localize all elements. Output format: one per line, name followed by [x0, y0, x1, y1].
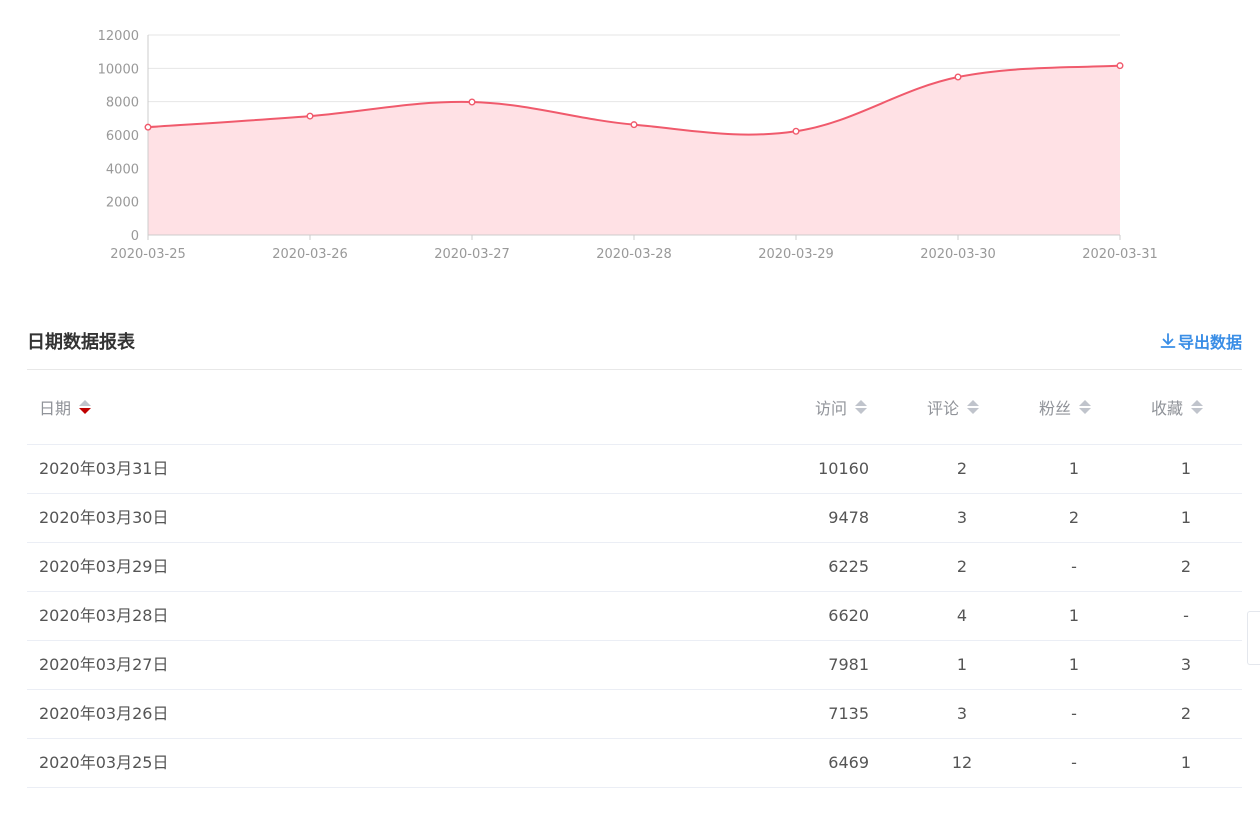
column-header-fans[interactable]: 粉丝 — [1039, 370, 1092, 444]
x-tick-label: 2020-03-31 — [1082, 247, 1158, 262]
cell-date: 2020年03月31日 — [39, 459, 169, 478]
cell-date: 2020年03月26日 — [39, 704, 169, 723]
series-area — [148, 65, 1120, 236]
column-header-comments[interactable]: 评论 — [927, 370, 980, 444]
column-header-visits-label: 访问 — [815, 399, 848, 418]
data-point — [792, 127, 800, 135]
cell-fans: 1 — [1068, 459, 1080, 478]
data-point — [1116, 62, 1124, 70]
cell-favorites: 1 — [1180, 459, 1192, 478]
export-data-label: 导出数据 — [1177, 333, 1242, 352]
cell-visits: 6469 — [828, 753, 869, 772]
sort-caret-icon[interactable] — [855, 400, 868, 414]
y-tick-label: 2000 — [106, 196, 139, 211]
x-tick-label: 2020-03-25 — [110, 247, 186, 262]
column-header-date-label: 日期 — [39, 399, 72, 418]
cell-comments: 12 — [951, 753, 973, 772]
column-header-date[interactable]: 日期 — [39, 370, 92, 444]
table-row: 2020年03月30日 9478 3 2 1 — [27, 494, 1242, 543]
x-tick-label: 2020-03-28 — [596, 247, 672, 262]
table-row: 2020年03月28日 6620 4 1 - — [27, 592, 1242, 641]
date-report-table: 日期 访问 评论 粉丝 收藏 2020年03月31日 10160 — [27, 370, 1242, 788]
cell-visits: 7135 — [828, 704, 869, 723]
cell-comments: 1 — [956, 655, 968, 674]
x-tick-label: 2020-03-26 — [272, 247, 348, 262]
x-tick-label: 2020-03-27 — [434, 247, 510, 262]
cell-fans: 1 — [1068, 655, 1080, 674]
visits-chart: 0 2000 4000 6000 8000 10000 12000 2020-03-25 202… — [0, 0, 1260, 280]
cell-date: 2020年03月30日 — [39, 508, 169, 527]
cell-visits: 6225 — [828, 557, 869, 576]
cell-favorites: 2 — [1180, 557, 1192, 576]
sort-caret-icon[interactable] — [79, 400, 92, 414]
cell-comments: 2 — [956, 459, 968, 478]
cell-date: 2020年03月29日 — [39, 557, 169, 576]
data-point — [630, 121, 638, 129]
sort-caret-icon[interactable] — [1079, 400, 1092, 414]
cell-fans: - — [1071, 557, 1077, 576]
column-header-fans-label: 粉丝 — [1039, 399, 1072, 418]
cell-visits: 7981 — [828, 655, 869, 674]
x-tick-label: 2020-03-29 — [758, 247, 834, 262]
cell-fans: 1 — [1068, 606, 1080, 625]
cell-comments: 2 — [956, 557, 968, 576]
table-row: 2020年03月25日 6469 12 - 1 — [27, 739, 1242, 788]
column-header-comments-label: 评论 — [927, 399, 960, 418]
cell-favorites: 3 — [1180, 655, 1192, 674]
y-tick-label: 12000 — [98, 29, 139, 44]
cell-fans: - — [1071, 704, 1077, 723]
export-data-button[interactable]: 导出数据 — [1160, 329, 1242, 353]
cell-fans: - — [1071, 753, 1077, 772]
data-point — [468, 98, 476, 106]
column-header-favorites[interactable]: 收藏 — [1151, 370, 1204, 444]
table-row: 2020年03月26日 7135 3 - 2 — [27, 690, 1242, 739]
data-point — [306, 112, 314, 120]
cell-date: 2020年03月25日 — [39, 753, 169, 772]
cell-visits: 6620 — [828, 606, 869, 625]
y-tick-label: 10000 — [98, 62, 139, 77]
table-row: 2020年03月27日 7981 1 1 3 — [27, 641, 1242, 690]
side-drawer-tab[interactable] — [1247, 611, 1260, 665]
data-point — [954, 73, 962, 81]
table-row: 2020年03月31日 10160 2 1 1 — [27, 445, 1242, 494]
data-point — [144, 123, 152, 131]
table-row: 2020年03月29日 6225 2 - 2 — [27, 543, 1242, 592]
cell-fans: 2 — [1068, 508, 1080, 527]
cell-favorites: - — [1183, 606, 1189, 625]
y-tick-label: 8000 — [106, 96, 139, 111]
download-icon — [1160, 333, 1176, 348]
column-header-favorites-label: 收藏 — [1151, 399, 1184, 418]
report-header: 日期数据报表 导出数据 — [27, 323, 1242, 370]
y-tick-label: 6000 — [106, 129, 139, 144]
report-title: 日期数据报表 — [27, 332, 135, 353]
table-header: 日期 访问 评论 粉丝 收藏 — [27, 370, 1242, 445]
column-header-visits[interactable]: 访问 — [815, 370, 868, 444]
sort-caret-icon[interactable] — [967, 400, 980, 414]
cell-favorites: 2 — [1180, 704, 1192, 723]
y-tick-label: 4000 — [106, 162, 139, 177]
chart-svg: 0 2000 4000 6000 8000 10000 12000 2020-03-25 202… — [98, 29, 1158, 262]
cell-comments: 3 — [956, 704, 968, 723]
y-tick-label: 0 — [131, 229, 139, 244]
cell-visits: 10160 — [818, 459, 869, 478]
cell-date: 2020年03月28日 — [39, 606, 169, 625]
cell-comments: 4 — [956, 606, 968, 625]
cell-visits: 9478 — [828, 508, 869, 527]
sort-caret-icon[interactable] — [1191, 400, 1204, 414]
cell-favorites: 1 — [1180, 508, 1192, 527]
cell-favorites: 1 — [1180, 753, 1192, 772]
x-tick-label: 2020-03-30 — [920, 247, 996, 262]
cell-comments: 3 — [956, 508, 968, 527]
cell-date: 2020年03月27日 — [39, 655, 169, 674]
